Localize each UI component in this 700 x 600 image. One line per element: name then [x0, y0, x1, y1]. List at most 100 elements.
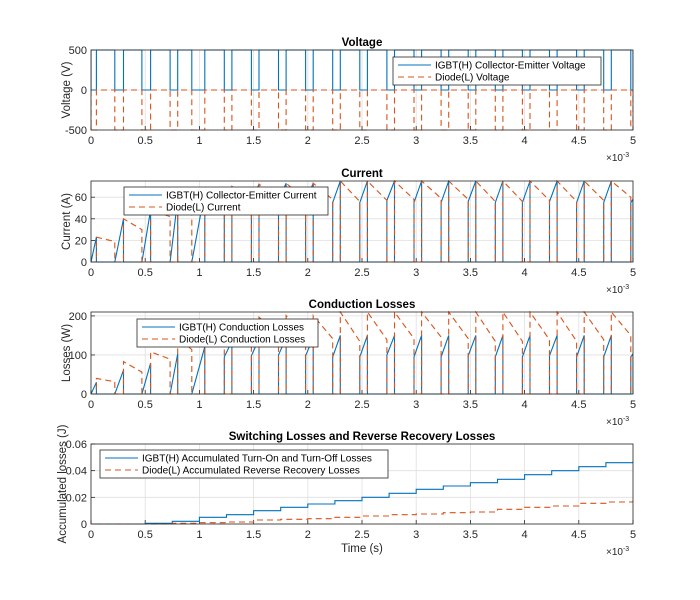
y-tick-label: 100	[69, 350, 87, 362]
x-tick-label: 0.5	[138, 267, 153, 279]
x-tick-label: 5	[630, 267, 636, 279]
subplot-switching: 0 0.5 1 1.5 2 2.5 3 3.5 4 4.5 5 0 0.02 0.04 0.06 Switch…	[57, 424, 636, 558]
x-tick-label: 1.5	[246, 135, 261, 147]
legend-box	[136, 318, 319, 348]
x-tick-label: 1	[196, 399, 202, 411]
legend-box	[99, 449, 389, 479]
x-multiplier: ×10-3	[606, 546, 629, 558]
x-tick-label: 2.5	[354, 267, 369, 279]
x-multiplier-base: ×10	[606, 547, 623, 558]
x-tick-label: 2.5	[354, 529, 369, 541]
y-tick-label: 0.04	[66, 466, 87, 478]
y-tick-label: 0.02	[66, 492, 87, 504]
x-tick-label: 3.5	[463, 529, 478, 541]
x-multiplier-exponent: -3	[623, 416, 629, 423]
x-tick-label: 5	[630, 399, 636, 411]
x-tick-label: 2.5	[354, 399, 369, 411]
chart-title: Voltage	[342, 37, 383, 49]
y-axis-label: Losses (W)	[61, 324, 73, 382]
legend-label: IGBT(H) Collector-Emitter Current	[166, 191, 317, 202]
legend-box	[392, 56, 602, 86]
legend-label: Diode(L) Voltage	[435, 73, 510, 84]
x-tick-label: 5	[630, 529, 636, 541]
x-multiplier-exponent: -3	[623, 546, 629, 553]
x-tick-label: 3.5	[463, 135, 478, 147]
x-multiplier-base: ×10	[606, 285, 623, 296]
x-tick-label: 1	[196, 267, 202, 279]
x-tick-label: 0	[88, 529, 94, 541]
x-tick-label: 2.5	[354, 135, 369, 147]
legend: IGBT(H) Accumulated Turn-On and Turn-Off…	[99, 449, 389, 479]
x-tick-label: 0	[88, 399, 94, 411]
x-tick-label: 1	[196, 529, 202, 541]
legend: IGBT(H) Collector-Emitter VoltageDiode(L…	[392, 56, 602, 86]
y-tick-label: 40	[75, 214, 87, 226]
x-multiplier-base: ×10	[606, 417, 623, 428]
axes-box	[90, 180, 634, 263]
x-tick-label: 4	[522, 135, 528, 147]
legend-label: IGBT(H) Collector-Emitter Voltage	[435, 61, 586, 72]
y-axis-label: Voltage (V)	[61, 61, 73, 118]
x-tick-label: 0.5	[138, 399, 153, 411]
x-tick-label: 4.5	[571, 135, 586, 147]
x-tick-label: 2	[305, 529, 311, 541]
x-tick-label: 1.5	[246, 399, 261, 411]
x-tick-label: 4	[522, 529, 528, 541]
x-tick-label: 4.5	[571, 529, 586, 541]
x-tick-label: 3.5	[463, 399, 478, 411]
legend-label: IGBT(H) Accumulated Turn-On and Turn-Off…	[142, 454, 372, 465]
x-tick-label: 1.5	[246, 529, 261, 541]
y-axis-label: Current (A)	[61, 193, 73, 250]
x-tick-label: 3	[413, 529, 419, 541]
axes-box	[90, 443, 634, 525]
x-multiplier-exponent: -3	[623, 152, 629, 159]
y-tick-label: 500	[69, 45, 87, 57]
series-v_igbt	[91, 49, 633, 91]
x-tick-label: 2	[305, 399, 311, 411]
x-tick-label: 3	[413, 267, 419, 279]
y-tick-label: 0	[81, 519, 87, 531]
legend-label: IGBT(H) Conduction Losses	[179, 323, 304, 334]
y-tick-label: 200	[69, 311, 87, 323]
x-multiplier: ×10-3	[606, 416, 629, 428]
y-axis-label: Accumulated losses (J)	[57, 424, 69, 543]
y-tick-label: 60	[75, 192, 87, 204]
subplot-conduction: 0 0.5 1 1.5 2 2.5 3 3.5 4 4.5 5 0 100 200 Conduction L…	[61, 299, 636, 428]
x-tick-label: 4.5	[571, 399, 586, 411]
x-tick-label: 0.5	[138, 529, 153, 541]
x-tick-label: 2	[305, 267, 311, 279]
x-tick-label: 4.5	[571, 267, 586, 279]
chart-title: Current	[341, 168, 383, 180]
y-tick-label: -500	[65, 125, 87, 137]
x-tick-label: 0.5	[138, 135, 153, 147]
chart-title: Switching Losses and Reverse Recovery Lo…	[229, 431, 496, 443]
x-tick-label: 4	[522, 267, 528, 279]
axes-box	[90, 311, 634, 395]
legend-label: Diode(L) Current	[166, 203, 241, 214]
x-tick-label: 3.5	[463, 267, 478, 279]
x-multiplier: ×10-3	[606, 152, 629, 164]
x-tick-label: 2	[305, 135, 311, 147]
x-tick-label: 5	[630, 135, 636, 147]
y-tick-label: 0	[81, 85, 87, 97]
y-tick-label: 0.06	[66, 439, 87, 451]
x-multiplier-exponent: -3	[623, 284, 629, 291]
chart-title: Conduction Losses	[309, 299, 416, 311]
x-tick-label: 0	[88, 267, 94, 279]
y-tick-label: 20	[75, 235, 87, 247]
x-axis-label: Time (s)	[341, 543, 383, 555]
x-tick-label: 1	[196, 135, 202, 147]
x-multiplier-base: ×10	[606, 153, 623, 164]
subplot-current: 0 0.5 1 1.5 2 2.5 3 3.5 4 4.5 5 0 20 40 60 Current Curre…	[61, 168, 636, 296]
y-tick-label: 0	[81, 389, 87, 401]
x-multiplier: ×10-3	[606, 284, 629, 296]
series-e_igbt	[91, 461, 633, 525]
legend-label: Diode(L) Conduction Losses	[179, 335, 305, 346]
x-tick-label: 3	[413, 135, 419, 147]
x-tick-label: 3	[413, 399, 419, 411]
x-tick-label: 1.5	[246, 267, 261, 279]
legend: IGBT(H) Collector-Emitter CurrentDiode(L…	[123, 186, 329, 216]
legend-label: Diode(L) Accumulated Reverse Recovery Lo…	[142, 466, 360, 477]
